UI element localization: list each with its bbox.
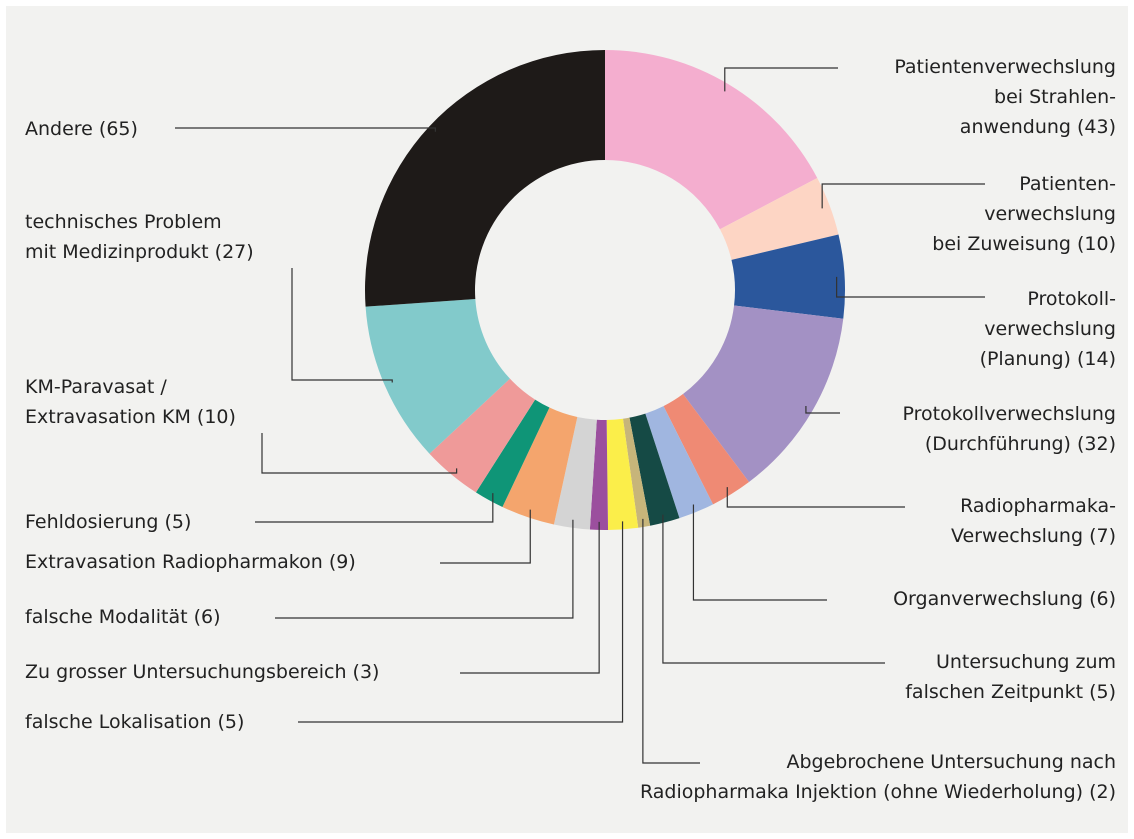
- leader-line: [261, 433, 458, 474]
- leader-line: [805, 406, 840, 414]
- leader-line: [821, 183, 985, 209]
- donut-segment: [605, 50, 818, 230]
- segment-label: Radiopharmaka-Verwechslung (7): [951, 495, 1116, 547]
- donut-segment: [502, 407, 578, 525]
- leader-line: [175, 127, 436, 132]
- segment-label: Organverwechslung (6): [893, 588, 1116, 610]
- segment-label: Patientenverwechslung bei Strahlen-anwend…: [894, 56, 1116, 138]
- donut-segment: [719, 177, 839, 260]
- segment-label: Protokoll-verwechslung (Planung) (14): [980, 288, 1116, 370]
- leader-line: [275, 519, 574, 619]
- leader-line: [726, 487, 905, 508]
- donut-segment: [645, 406, 714, 519]
- donut-segment: [629, 413, 680, 526]
- leader-line: [440, 509, 531, 564]
- donut-segment: [365, 50, 605, 307]
- segment-label: Andere (65): [25, 118, 138, 140]
- donut-segment: [365, 299, 510, 454]
- segment-label: Zu grosser Untersuchungsbereich (3): [25, 661, 379, 683]
- segment-label: Patienten-verwechslung bei Zuweisung (10): [932, 173, 1116, 255]
- donut-segment: [606, 418, 639, 530]
- segment-label: Abgebrochene Untersuchung nach Radiopharm…: [640, 751, 1116, 803]
- donut-segment: [663, 394, 749, 505]
- segment-label: falsche Modalität (6): [25, 606, 221, 628]
- leader-line: [836, 276, 985, 298]
- leader-line: [255, 493, 494, 523]
- segment-label: Protokollverwechslung (Durchführung) (32): [902, 403, 1116, 455]
- segment-label: Fehldosierung (5): [25, 511, 191, 533]
- donut-segment: [553, 417, 597, 530]
- segment-label: falsche Lokalisation (5): [25, 711, 244, 733]
- leader-line: [692, 504, 827, 601]
- donut-segment: [429, 378, 536, 493]
- segment-label: Extravasation Radiopharmakon (9): [25, 551, 356, 573]
- leader-line: [298, 521, 624, 723]
- donut-segment: [622, 417, 651, 528]
- leader-line: [291, 268, 393, 383]
- donut-segment: [731, 234, 845, 319]
- leader-line: [724, 67, 838, 92]
- donut-segment: [589, 419, 609, 530]
- segment-label: Untersuchung zum falschen Zeitpunkt (5): [905, 651, 1116, 703]
- leader-line: [460, 521, 600, 674]
- leader-line: [662, 514, 885, 664]
- leader-line: [642, 518, 700, 764]
- donut-segment: [475, 399, 550, 507]
- segment-label: KM-Paravasat / Extravasation KM (10): [25, 376, 236, 428]
- segment-label: technisches Problem mit Medizinprodukt (2…: [25, 211, 254, 263]
- donut-segment: [682, 305, 844, 483]
